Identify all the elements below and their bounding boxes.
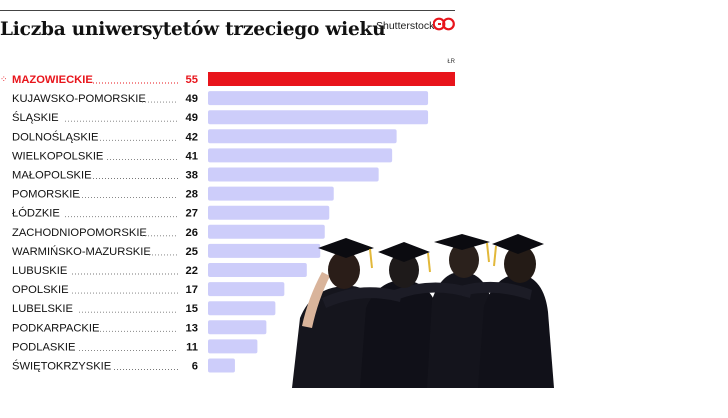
highlight-marker-icon: ⁘ <box>0 74 8 84</box>
value-label: 15 <box>186 303 198 315</box>
bar <box>208 167 379 182</box>
value-label: 11 <box>186 341 198 353</box>
value-label: 13 <box>186 322 198 334</box>
value-label: 42 <box>186 131 198 143</box>
value-label: 22 <box>186 265 198 277</box>
bar <box>208 339 258 354</box>
category-label: OPOLSKIE <box>12 284 69 296</box>
bar <box>208 243 321 258</box>
bar <box>208 358 235 373</box>
photo-credit: Shutterstock <box>376 20 435 32</box>
category-label: ŁÓDZKIE <box>12 207 60 220</box>
bar <box>208 186 334 201</box>
category-label: DOLNOŚLĄSKIE <box>12 130 98 143</box>
bar <box>208 263 307 277</box>
value-label: 49 <box>186 93 198 105</box>
bar <box>208 91 429 106</box>
value-label: 6 <box>192 361 198 373</box>
category-label: POMORSKIE <box>12 189 80 201</box>
bar <box>208 205 330 220</box>
graduates-photo-icon <box>292 234 554 388</box>
bar <box>208 320 267 335</box>
category-label: MAZOWIECKIE <box>12 74 93 86</box>
category-label: ŚLĄSKIE <box>12 111 59 124</box>
category-label: LUBELSKIE <box>12 303 73 315</box>
bar <box>208 110 429 125</box>
value-label: 49 <box>186 112 198 124</box>
bar <box>208 224 325 239</box>
bar <box>208 72 455 86</box>
value-label: 26 <box>186 227 198 239</box>
category-label: ŚWIĘTOKRZYSKIE <box>12 360 111 373</box>
category-label: PODKARPACKIE <box>12 322 99 334</box>
category-label: KUJAWSKO-POMORSKIE <box>12 93 146 105</box>
bar <box>208 301 276 316</box>
value-label: 28 <box>186 189 198 201</box>
category-label: WIELKOPOLSKIE <box>12 150 103 162</box>
category-label: ZACHODNIOPOMORSKIE <box>12 227 147 239</box>
chart-title: Liczba uniwersytetów trzeciego wieku <box>0 19 386 40</box>
value-label: 27 <box>186 208 198 220</box>
category-label: MAŁOPOLSKIE <box>12 170 92 182</box>
bar <box>208 129 397 144</box>
bar <box>208 282 285 297</box>
bar <box>208 148 393 163</box>
value-label: 38 <box>186 170 198 182</box>
value-label: 55 <box>186 74 198 86</box>
value-label: 41 <box>186 150 198 162</box>
corner-tag: ŁR <box>447 59 455 65</box>
value-label: 25 <box>186 246 198 258</box>
category-label: WARMIŃSKO-MAZURSKIE <box>12 245 151 258</box>
category-label: LUBUSKIE <box>12 265 67 277</box>
brand-logo-icon <box>433 17 455 31</box>
category-label: PODLASKIE <box>12 341 75 353</box>
top-rule <box>0 10 455 11</box>
value-label: 17 <box>186 284 198 296</box>
